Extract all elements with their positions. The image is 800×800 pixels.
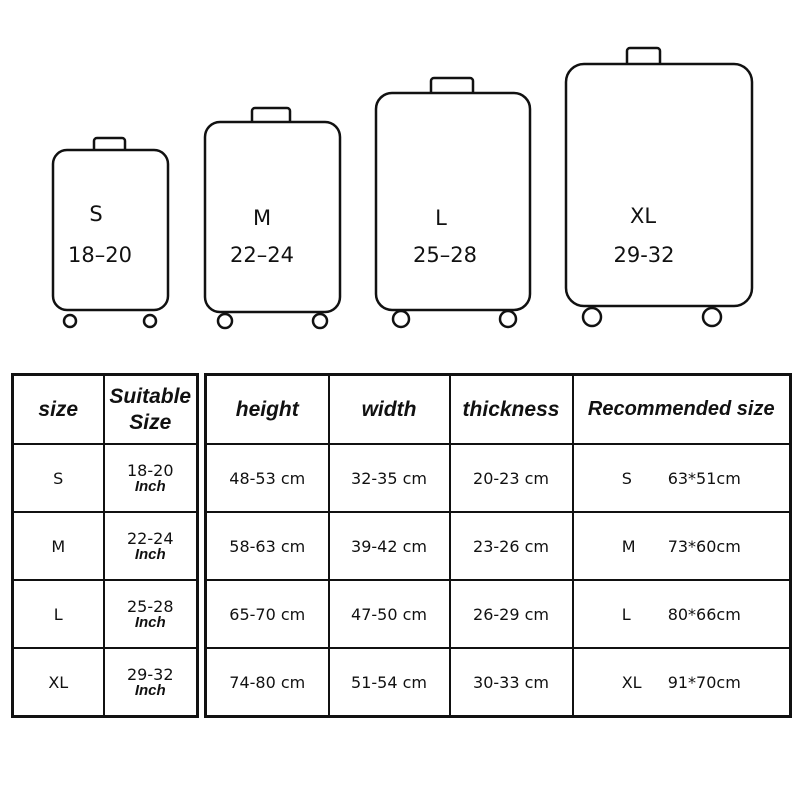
recommended-size-cell: L 80*66cm [571,579,792,649]
rec-size-label: S [621,468,632,488]
dimension-table: height width thickness Recommended size … [204,373,792,718]
suitcase-body [51,148,170,312]
header-thickness: thickness [448,373,574,445]
table-row: 74-80 cm 51-54 cm 30-33 cm XL 91*70cm [204,647,792,718]
table-row: 65-70 cm 47-50 cm 26-29 cm L 80*66cm [204,579,792,649]
suitable-size-cell: 18-20 Inch [102,443,199,513]
suitcase-size-label: XL [630,204,656,228]
table-header-row: size Suitable Size [11,373,199,445]
suitcase-range-label: 25–28 [413,243,477,267]
header-width: width [327,373,451,445]
unit-text: Inch [134,546,166,563]
suitable-size-cell: 22-24 Inch [102,511,199,581]
wheel-icon [62,313,78,329]
width-cell: 47-50 cm [327,579,451,649]
suitcase-size-label: L [435,206,447,230]
header-suitable-size: Suitable Size [102,373,199,445]
recommended-size-cell: S 63*51cm [571,443,792,513]
suitcase-illustrations: S 18–20 M 22–24 L 25–28 XL 29-32 [51,46,754,330]
header-size: size [11,373,105,445]
width-cell: 32-35 cm [327,443,451,513]
unit-text: Inch [134,682,166,699]
wheel-icon [216,312,234,330]
suitcase-body [203,120,342,314]
range-text: 25-28 [127,597,174,616]
height-cell: 65-70 cm [204,579,330,649]
table-row: 48-53 cm 32-35 cm 20-23 cm S 63*51cm [204,443,792,513]
height-cell: 58-63 cm [204,511,330,581]
suitcase-body [374,91,532,312]
wheel-icon [142,313,158,329]
rec-dim-label: 91*70cm [667,672,741,692]
suitable-size-cell: 29-32 Inch [102,647,199,718]
suitcase-range-label: 18–20 [68,243,132,267]
header-recommended-size: Recommended size [571,373,792,445]
size-table: size Suitable Size S 18-20 Inch M 22-24 In… [11,373,199,718]
wheel-icon [391,309,411,329]
wheel-icon [701,306,723,328]
range-text: 22-24 [127,529,174,548]
recommended-size-cell: M 73*60cm [571,511,792,581]
rec-dim-label: 73*60cm [667,536,741,556]
suitcase-l: L 25–28 [374,76,532,329]
height-cell: 48-53 cm [204,443,330,513]
suitcase-range-label: 22–24 [230,243,294,267]
suitcase-body [564,62,754,308]
table-row: L 25-28 Inch [11,579,199,649]
recommended-size-cell: XL 91*70cm [571,647,792,718]
thickness-cell: 23-26 cm [448,511,574,581]
table-row: XL 29-32 Inch [11,647,199,718]
wheel-icon [311,312,329,330]
thickness-cell: 20-23 cm [448,443,574,513]
size-cell: L [11,579,105,649]
unit-text: Inch [134,614,166,631]
rec-dim-label: 63*51cm [667,468,741,488]
suitcase-size-label: M [253,206,271,230]
size-cell: XL [11,647,105,718]
width-cell: 51-54 cm [327,647,451,718]
rec-dim-label: 80*66cm [667,604,741,624]
height-cell: 74-80 cm [204,647,330,718]
wheel-icon [581,306,603,328]
thickness-cell: 30-33 cm [448,647,574,718]
rec-size-label: M [621,536,636,556]
suitcase-m: M 22–24 [203,106,342,330]
table-header-row: height width thickness Recommended size [204,373,792,445]
range-text: 18-20 [127,461,174,480]
unit-text: Inch [134,478,166,495]
rec-size-label: XL [621,672,642,692]
thickness-cell: 26-29 cm [448,579,574,649]
table-row: 58-63 cm 39-42 cm 23-26 cm M 73*60cm [204,511,792,581]
width-cell: 39-42 cm [327,511,451,581]
suitable-size-cell: 25-28 Inch [102,579,199,649]
range-text: 29-32 [127,665,174,684]
size-cell: M [11,511,105,581]
suitcase-range-label: 29-32 [613,243,674,267]
rec-size-label: L [621,604,631,624]
suitcase-xl: XL 29-32 [564,46,754,328]
suitcase-s: S 18–20 [51,136,170,329]
suitcase-size-label: S [89,202,102,226]
wheel-icon [498,309,518,329]
table-row: S 18-20 Inch [11,443,199,513]
size-cell: S [11,443,105,513]
table-row: M 22-24 Inch [11,511,199,581]
header-height: height [204,373,330,445]
